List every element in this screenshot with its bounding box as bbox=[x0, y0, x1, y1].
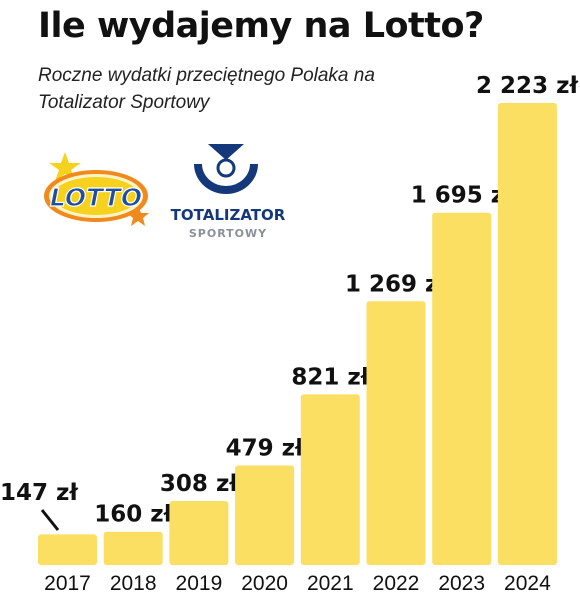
data-label-2017: 147 zł bbox=[0, 480, 78, 506]
x-tick-2021: 2021 bbox=[307, 572, 354, 595]
data-label-2018: 160 zł bbox=[94, 502, 172, 528]
data-label-2022: 1 269 zł bbox=[345, 271, 447, 297]
x-tick-2018: 2018 bbox=[110, 572, 157, 595]
x-tick-2024: 2024 bbox=[504, 572, 551, 595]
bar-2019 bbox=[169, 501, 229, 565]
data-label-2021: 821 zł bbox=[291, 364, 369, 390]
bar-2017 bbox=[38, 534, 97, 565]
x-tick-2022: 2022 bbox=[373, 572, 420, 595]
x-tick-2019: 2019 bbox=[176, 572, 223, 595]
page-title: Ile wydajemy na Lotto? bbox=[38, 6, 484, 46]
x-tick-2023: 2023 bbox=[438, 572, 485, 595]
totalizator-logo-text: TOTALIZATOR bbox=[171, 206, 286, 224]
bar-2022 bbox=[366, 301, 426, 565]
bar-2020 bbox=[235, 465, 295, 565]
x-tick-2020: 2020 bbox=[241, 572, 288, 595]
leader-line bbox=[40, 509, 60, 531]
x-tick-2017: 2017 bbox=[44, 572, 91, 595]
data-label-2020: 479 zł bbox=[226, 436, 304, 462]
bar-2018 bbox=[103, 531, 163, 565]
chart-subtitle: Roczne wydatki przeciętnego Polaka na To… bbox=[38, 65, 375, 113]
totalizator-sportowy-logo-icon: TOTALIZATOR SPORTOWY bbox=[171, 144, 286, 240]
bar-2023 bbox=[432, 212, 492, 565]
lotto-star-yellow-icon bbox=[49, 152, 81, 181]
bar-2021 bbox=[300, 394, 360, 565]
sportowy-logo-text: SPORTOWY bbox=[189, 227, 267, 240]
data-label-2024: 2 223 zł bbox=[476, 73, 578, 99]
data-label-2019: 308 zł bbox=[160, 471, 238, 497]
lotto-logo-icon: LOTTO bbox=[44, 152, 149, 226]
bar-2024 bbox=[497, 103, 557, 565]
lotto-logo-text: LOTTO bbox=[50, 183, 142, 212]
data-label-2023: 1 695 zł bbox=[411, 183, 513, 209]
lotto-star-orange-icon bbox=[127, 206, 149, 226]
